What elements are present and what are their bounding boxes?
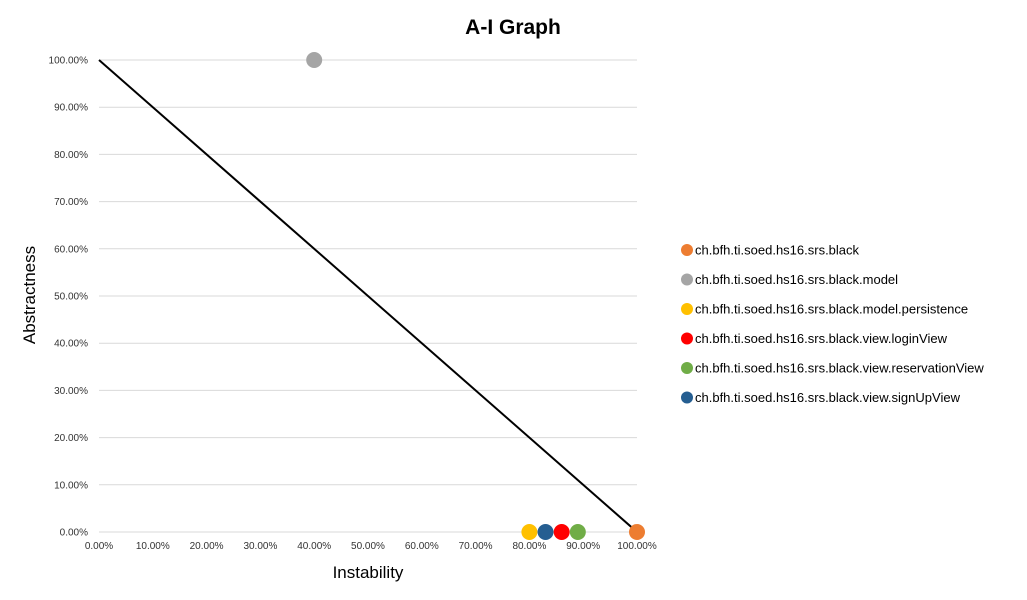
- x-tick-label: 10.00%: [136, 541, 170, 552]
- legend-label: ch.bfh.ti.soed.hs16.srs.black: [695, 243, 860, 258]
- x-tick-label: 50.00%: [351, 541, 385, 552]
- y-axis-title: Abstractness: [20, 246, 39, 344]
- legend-marker: [681, 362, 693, 374]
- y-tick-label: 30.00%: [54, 386, 88, 397]
- y-tick-label: 0.00%: [60, 528, 88, 539]
- legend-label: ch.bfh.ti.soed.hs16.srs.black.model.pers…: [695, 302, 968, 317]
- main-sequence-line: [98, 59, 638, 533]
- data-point: [306, 52, 323, 68]
- x-tick-label: 80.00%: [512, 541, 546, 552]
- legend-item: ch.bfh.ti.soed.hs16.srs.black.view.reser…: [681, 361, 984, 376]
- legend-item: ch.bfh.ti.soed.hs16.srs.black.model: [681, 272, 898, 287]
- y-tick-labels: 0.00% 10.00% 20.00% 30.00% 40.00% 50.00% 60.00…: [49, 56, 89, 539]
- legend-marker: [681, 332, 693, 345]
- y-tick-label: 60.00%: [54, 244, 88, 255]
- main-sequence: [98, 59, 638, 533]
- legend-marker: [681, 303, 693, 315]
- x-tick-label: 0.00%: [85, 541, 113, 552]
- x-tick-label: 40.00%: [297, 541, 331, 552]
- data-points: [306, 52, 645, 540]
- legend: ch.bfh.ti.soed.hs16.srs.black ch.bfh.ti.s…: [681, 243, 984, 405]
- y-tick-label: 50.00%: [54, 292, 88, 303]
- legend-marker: [681, 244, 693, 256]
- x-tick-label: 100.00%: [617, 541, 657, 552]
- x-tick-label: 70.00%: [459, 541, 493, 552]
- x-tick-label: 60.00%: [405, 541, 439, 552]
- legend-marker: [681, 391, 693, 404]
- data-point: [521, 524, 538, 540]
- y-tick-label: 90.00%: [54, 103, 88, 114]
- x-axis-title: Instability: [333, 563, 404, 582]
- data-point: [537, 524, 554, 540]
- data-point: [553, 524, 570, 540]
- chart-title: A-I Graph: [465, 16, 561, 39]
- legend-item: ch.bfh.ti.soed.hs16.srs.black.model.pers…: [681, 302, 968, 317]
- y-tick-label: 10.00%: [54, 480, 88, 491]
- legend-label: ch.bfh.ti.soed.hs16.srs.black.view.reser…: [695, 361, 984, 376]
- legend-label: ch.bfh.ti.soed.hs16.srs.black.model: [695, 272, 898, 287]
- y-tick-label: 80.00%: [54, 150, 88, 161]
- x-tick-label: 90.00%: [566, 541, 600, 552]
- legend-item: ch.bfh.ti.soed.hs16.srs.black.view.signU…: [681, 390, 961, 405]
- x-tick-label: 20.00%: [190, 541, 224, 552]
- legend-label: ch.bfh.ti.soed.hs16.srs.black.view.login…: [695, 331, 948, 346]
- data-point: [569, 524, 586, 540]
- legend-item: ch.bfh.ti.soed.hs16.srs.black: [681, 243, 860, 258]
- y-tick-label: 70.00%: [54, 197, 88, 208]
- legend-marker: [681, 273, 693, 286]
- data-point: [629, 524, 645, 540]
- y-tick-label: 40.00%: [54, 339, 88, 350]
- y-tick-label: 100.00%: [49, 56, 89, 67]
- legend-label: ch.bfh.ti.soed.hs16.srs.black.view.signU…: [695, 390, 961, 405]
- x-tick-labels: 0.00% 10.00% 20.00% 30.00% 40.00% 50.00% 60.00…: [85, 541, 657, 552]
- x-tick-label: 30.00%: [243, 541, 277, 552]
- legend-item: ch.bfh.ti.soed.hs16.srs.black.view.login…: [681, 331, 948, 346]
- y-tick-label: 20.00%: [54, 433, 88, 444]
